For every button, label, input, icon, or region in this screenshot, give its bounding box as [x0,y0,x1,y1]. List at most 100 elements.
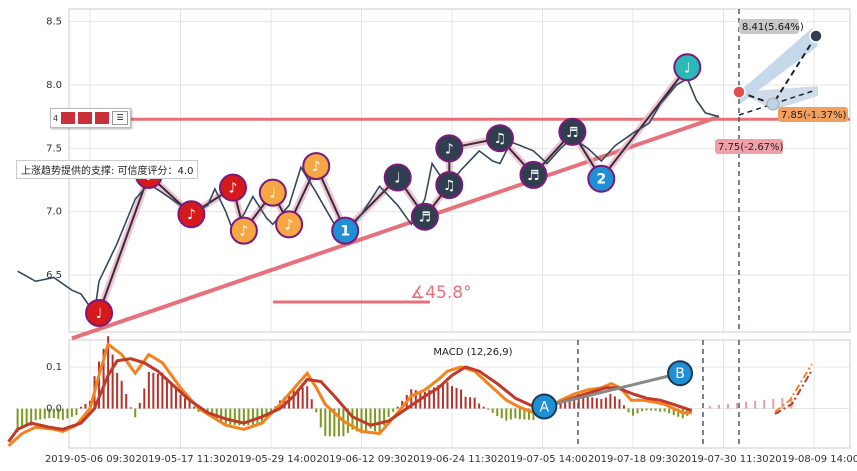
macd-bar [622,405,625,409]
macd-bar [39,408,42,420]
macd-bar [500,408,503,419]
x-tick-label: 2019-06-24 11:30 [407,454,497,465]
toolbar-button-1[interactable] [61,112,76,124]
projection-path-down [738,89,817,116]
macd-bar [337,408,340,437]
macd-title: MACD (12,26,9) [433,347,512,358]
toolbar-button-3[interactable] [95,112,110,124]
price-tick-label: 7.5 [46,143,62,154]
macd-bar [57,408,60,419]
macd-projection-bar [745,401,748,409]
wave-marker-label: ♪ [285,217,294,233]
macd-bar [98,361,101,409]
macd-bar [134,408,137,418]
x-tick-labels: 2019-05-06 09:30 2019-05-17 11:30 2019-05-… [45,454,857,465]
x-tick-label: 2019-06-12 09:30 [316,454,406,465]
macd-bar [586,396,589,409]
wave-marker-label: ♬ [419,210,432,226]
macd-bar [215,408,218,419]
macd-bar [111,354,114,409]
macd-bar [410,389,413,409]
macd-projection-bar [790,396,793,409]
macd-bar [116,372,119,409]
macd-bar [677,408,680,417]
angle-label: ∡45.8° [410,283,472,303]
price-tick-label: 6.5 [46,270,62,281]
wave-marker [258,178,287,207]
macd-bar [496,408,499,417]
x-tick-label: 2019-07-05 14:00 [497,454,587,465]
macd-bar [401,400,404,409]
macd-bar [455,387,458,409]
prediction-box [739,19,799,34]
macd-bar [437,385,440,409]
macd-tick-label: 0.0 [46,404,62,415]
macd-bar [527,408,530,420]
macd-bar [143,388,146,409]
macd-bar [613,396,616,409]
projection-target-up [809,29,823,43]
macd-bar [645,408,648,411]
macd-bar [478,403,481,409]
macd-bar [43,408,46,419]
macd-marker-label: B [675,366,685,382]
macd-bar [451,386,453,409]
macd-dif-line [7,341,692,448]
macd-bar [663,408,666,412]
macd-bar [84,403,87,409]
macd-bar [577,397,580,409]
macd-bar [491,408,494,413]
macd-projection-bar [763,399,766,409]
macd-bar [650,408,653,411]
macd-bar [564,400,567,409]
macd-bar [374,408,377,432]
macd-bar [333,408,336,437]
macd-tick-label: 0.1 [46,362,62,373]
macd-bar [229,408,232,425]
macd-bar [487,408,490,410]
wave-marker-label: ♫ [494,131,507,147]
wave-marker [673,53,702,82]
macd-bar [310,399,313,409]
wave-marker-label: ♫ [443,178,456,194]
macd-bar [441,383,444,409]
macd-bar [600,399,603,409]
x-tick-label: 2019-05-29 14:00 [226,454,316,465]
macd-bar [428,389,431,409]
wave-marker-label: ♬ [527,168,540,184]
macd-bar [170,383,173,409]
macd-bar [672,408,675,416]
projection-band-up [739,28,818,104]
macd-bar [365,408,368,431]
macd-bar [460,389,463,409]
macd-bar [659,408,662,412]
price-tick-label: 7.0 [46,207,62,218]
menu-icon[interactable]: ☰ [112,111,129,125]
macd-bar [559,402,562,409]
macd-bar [75,408,78,416]
wave-marker [229,216,258,245]
price-tick-label: 8.5 [46,17,62,28]
macd-bar [211,408,214,416]
support-label: 上涨趋势提供的支撑: 可信度评分：4.0 [16,160,199,179]
macd-bar [188,401,191,409]
macd-marker [667,360,694,387]
macd-bar [518,408,521,420]
macd-bar [632,408,634,416]
macd-bar [328,408,331,437]
macd-bar [125,394,128,409]
toolbar-number: 4 [53,113,59,123]
wave-marker-label: ♩ [394,170,401,186]
wave-markers: ♩♩♪♪♪♩♪♪1♩♬♪♫♫♬♬2♩AB [85,53,702,420]
toolbar-button-2[interactable] [78,112,93,124]
macd-bar [595,398,598,409]
macd-bar [297,388,300,409]
wave-marker [485,124,514,153]
macd-bar [654,408,657,411]
macd-marker [531,393,558,420]
drawing-toolbar[interactable]: 4 ☰ [50,108,132,128]
wave-marker-label: ♬ [566,125,579,141]
wave-marker [275,210,304,239]
macd-bar [147,371,150,409]
